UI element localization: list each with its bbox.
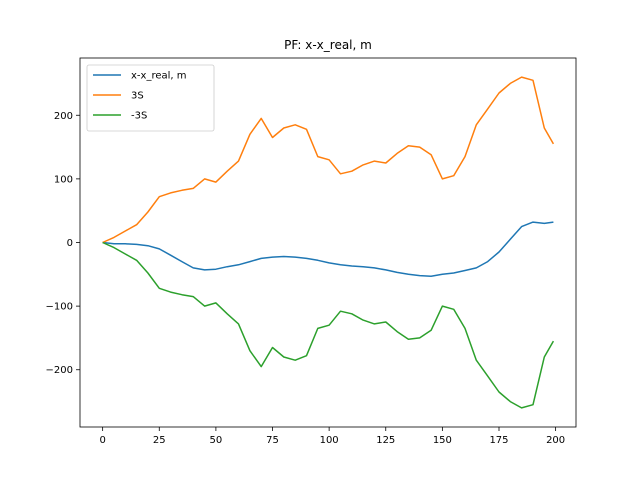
legend-label-0: x-x_real, m — [131, 71, 187, 82]
chart-title: PF: x-x_real, m — [284, 38, 372, 52]
x-axis: 0 25 50 75 100 125 150 175 200 — [99, 427, 565, 446]
y-tick-label: −100 — [46, 302, 73, 313]
y-tick-label: 200 — [54, 111, 73, 122]
legend-label-1: 3S — [131, 91, 144, 102]
series-line-2 — [102, 241, 555, 409]
series-line-1 — [102, 76, 555, 244]
x-tick-label: 200 — [546, 435, 565, 446]
x-tick-label: 0 — [99, 435, 105, 446]
y-tick-label: −200 — [46, 365, 73, 376]
x-tick-label: 150 — [433, 435, 452, 446]
x-tick-label: 100 — [320, 435, 339, 446]
plot-lines — [102, 76, 555, 409]
y-tick-label: 0 — [67, 238, 73, 249]
x-tick-label: 175 — [489, 435, 508, 446]
y-axis: −200 −100 0 100 200 — [46, 111, 80, 376]
y-tick-label: 100 — [54, 174, 73, 185]
legend-label-2: -3S — [131, 111, 147, 122]
x-tick-label: 50 — [210, 435, 223, 446]
x-tick-label: 75 — [266, 435, 279, 446]
series-line-0 — [102, 221, 554, 277]
x-tick-label: 125 — [376, 435, 395, 446]
legend: x-x_real, m 3S -3S — [86, 64, 215, 132]
x-tick-label: 25 — [153, 435, 166, 446]
